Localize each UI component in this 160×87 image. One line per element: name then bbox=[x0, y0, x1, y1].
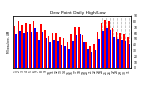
Bar bbox=[72, 41, 74, 68]
Bar bbox=[64, 46, 66, 68]
Bar bbox=[33, 21, 34, 68]
Bar bbox=[29, 24, 31, 68]
Bar bbox=[59, 37, 61, 68]
Bar bbox=[14, 26, 15, 68]
Bar bbox=[101, 23, 102, 68]
Bar bbox=[61, 45, 62, 68]
Bar bbox=[93, 44, 95, 68]
Bar bbox=[67, 42, 68, 68]
Bar bbox=[68, 49, 70, 68]
Bar bbox=[21, 25, 23, 68]
Y-axis label: Milwaukee, 4M: Milwaukee, 4M bbox=[7, 31, 11, 53]
Bar bbox=[44, 30, 46, 68]
Bar bbox=[123, 34, 125, 68]
Bar bbox=[106, 28, 108, 68]
Bar bbox=[18, 21, 19, 68]
Bar bbox=[36, 32, 38, 68]
Bar bbox=[38, 40, 40, 68]
Bar bbox=[91, 52, 92, 68]
Bar bbox=[97, 32, 98, 68]
Bar bbox=[108, 21, 110, 68]
Bar bbox=[78, 27, 80, 68]
Bar bbox=[70, 34, 72, 68]
Bar bbox=[87, 49, 89, 68]
Bar bbox=[85, 42, 87, 68]
Bar bbox=[52, 33, 53, 68]
Bar bbox=[129, 44, 130, 68]
Bar bbox=[15, 34, 17, 68]
Bar bbox=[63, 38, 64, 68]
Bar bbox=[55, 33, 57, 68]
Bar bbox=[125, 41, 126, 68]
Bar bbox=[34, 28, 36, 68]
Bar bbox=[119, 33, 121, 68]
Title: Dew Point Daily High/Low: Dew Point Daily High/Low bbox=[50, 11, 106, 15]
Bar bbox=[82, 35, 83, 68]
Bar bbox=[83, 42, 85, 68]
Bar bbox=[121, 40, 123, 68]
Bar bbox=[80, 34, 81, 68]
Bar bbox=[112, 28, 113, 68]
Bar bbox=[98, 39, 100, 68]
Bar bbox=[27, 32, 28, 68]
Bar bbox=[48, 36, 49, 68]
Bar bbox=[113, 37, 115, 68]
Bar bbox=[104, 20, 106, 68]
Bar bbox=[116, 32, 117, 68]
Bar bbox=[53, 40, 55, 68]
Bar bbox=[95, 50, 96, 68]
Bar bbox=[40, 24, 42, 68]
Bar bbox=[57, 41, 59, 68]
Bar bbox=[42, 32, 43, 68]
Bar bbox=[110, 30, 111, 68]
Bar bbox=[127, 37, 129, 68]
Bar bbox=[74, 27, 76, 68]
Bar bbox=[46, 38, 47, 68]
Bar bbox=[49, 42, 51, 68]
Bar bbox=[19, 31, 21, 68]
Bar bbox=[76, 35, 77, 68]
Bar bbox=[102, 31, 104, 68]
Bar bbox=[23, 33, 25, 68]
Bar bbox=[31, 32, 32, 68]
Bar bbox=[25, 23, 27, 68]
Bar bbox=[89, 46, 91, 68]
Bar bbox=[117, 39, 119, 68]
